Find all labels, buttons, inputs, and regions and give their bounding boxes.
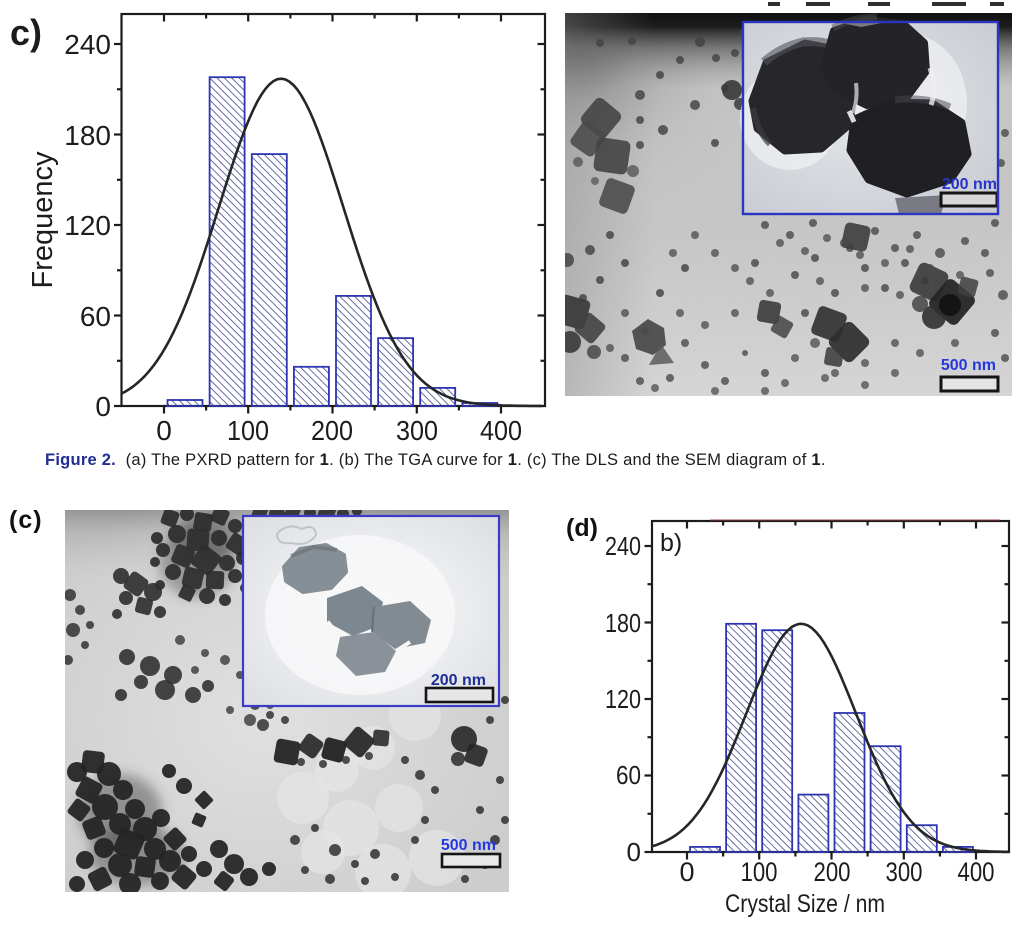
svg-text:240: 240	[605, 531, 641, 561]
svg-text:500 nm: 500 nm	[441, 837, 496, 854]
svg-text:0: 0	[627, 837, 641, 867]
svg-text:200 nm: 200 nm	[431, 672, 486, 689]
svg-text:Crystal Size / nm: Crystal Size / nm	[725, 890, 885, 918]
svg-text:60: 60	[80, 301, 111, 332]
svg-text:Frequency: Frequency	[27, 151, 59, 289]
svg-text:0: 0	[679, 857, 694, 887]
svg-text:100: 100	[741, 857, 778, 887]
svg-text:120: 120	[605, 684, 641, 714]
svg-text:c): c)	[10, 12, 42, 53]
svg-text:200 nm: 200 nm	[942, 176, 997, 193]
svg-text:0: 0	[95, 391, 111, 422]
svg-text:400: 400	[480, 415, 522, 446]
svg-text:500 nm: 500 nm	[941, 357, 996, 374]
svg-text:180: 180	[605, 608, 641, 638]
svg-text:240: 240	[64, 29, 111, 60]
svg-text:100: 100	[227, 415, 269, 446]
svg-text:180: 180	[64, 120, 111, 151]
svg-text:300: 300	[396, 415, 438, 446]
svg-text:200: 200	[311, 415, 353, 446]
svg-text:120: 120	[64, 210, 111, 241]
svg-text:400: 400	[958, 857, 995, 887]
svg-text:b): b)	[660, 529, 682, 557]
svg-text:200: 200	[814, 857, 851, 887]
svg-text:60: 60	[616, 760, 641, 790]
svg-text:300: 300	[886, 857, 923, 887]
svg-text:0: 0	[156, 415, 172, 446]
